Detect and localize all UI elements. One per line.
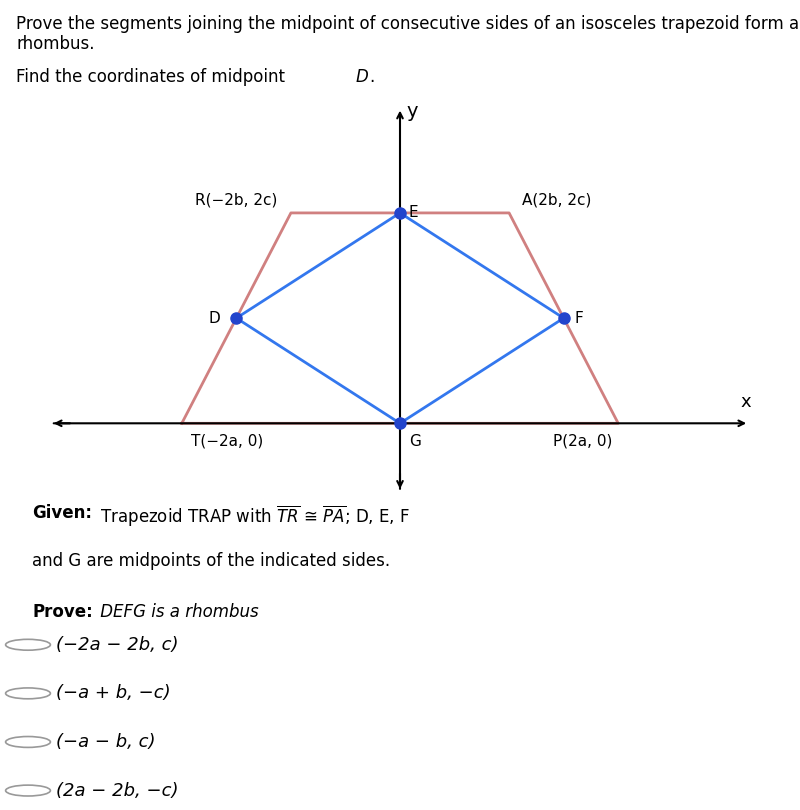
Text: D: D — [208, 310, 220, 326]
Text: Find the coordinates of midpoint: Find the coordinates of midpoint — [16, 68, 290, 86]
Text: R(−2b, 2c): R(−2b, 2c) — [195, 193, 278, 207]
Text: (2a − 2b, −c): (2a − 2b, −c) — [56, 782, 178, 799]
Text: Given:: Given: — [32, 504, 92, 522]
Text: D: D — [356, 68, 369, 86]
Text: DEFG is a rhombus: DEFG is a rhombus — [94, 603, 258, 621]
Text: (−a + b, −c): (−a + b, −c) — [56, 684, 170, 702]
Text: P(2a, 0): P(2a, 0) — [554, 434, 613, 449]
Text: x: x — [741, 393, 751, 411]
Text: Trapezoid TRAP with $\overline{TR}$ ≅ $\overline{PA}$; D, E, F: Trapezoid TRAP with $\overline{TR}$ ≅ $\… — [94, 504, 410, 529]
Text: G: G — [409, 434, 421, 449]
Text: T(−2a, 0): T(−2a, 0) — [190, 434, 262, 449]
Text: A(2b, 2c): A(2b, 2c) — [522, 193, 591, 207]
Text: F: F — [574, 310, 583, 326]
Text: (−2a − 2b, c): (−2a − 2b, c) — [56, 636, 178, 654]
Text: and G are midpoints of the indicated sides.: and G are midpoints of the indicated sid… — [32, 552, 390, 570]
Text: .: . — [370, 68, 375, 86]
Text: E: E — [409, 206, 418, 220]
Text: Prove the segments joining the midpoint of consecutive sides of an isosceles tra: Prove the segments joining the midpoint … — [16, 15, 799, 53]
Text: y: y — [406, 102, 418, 122]
Text: Prove:: Prove: — [32, 603, 93, 621]
Text: (−a − b, c): (−a − b, c) — [56, 733, 155, 751]
